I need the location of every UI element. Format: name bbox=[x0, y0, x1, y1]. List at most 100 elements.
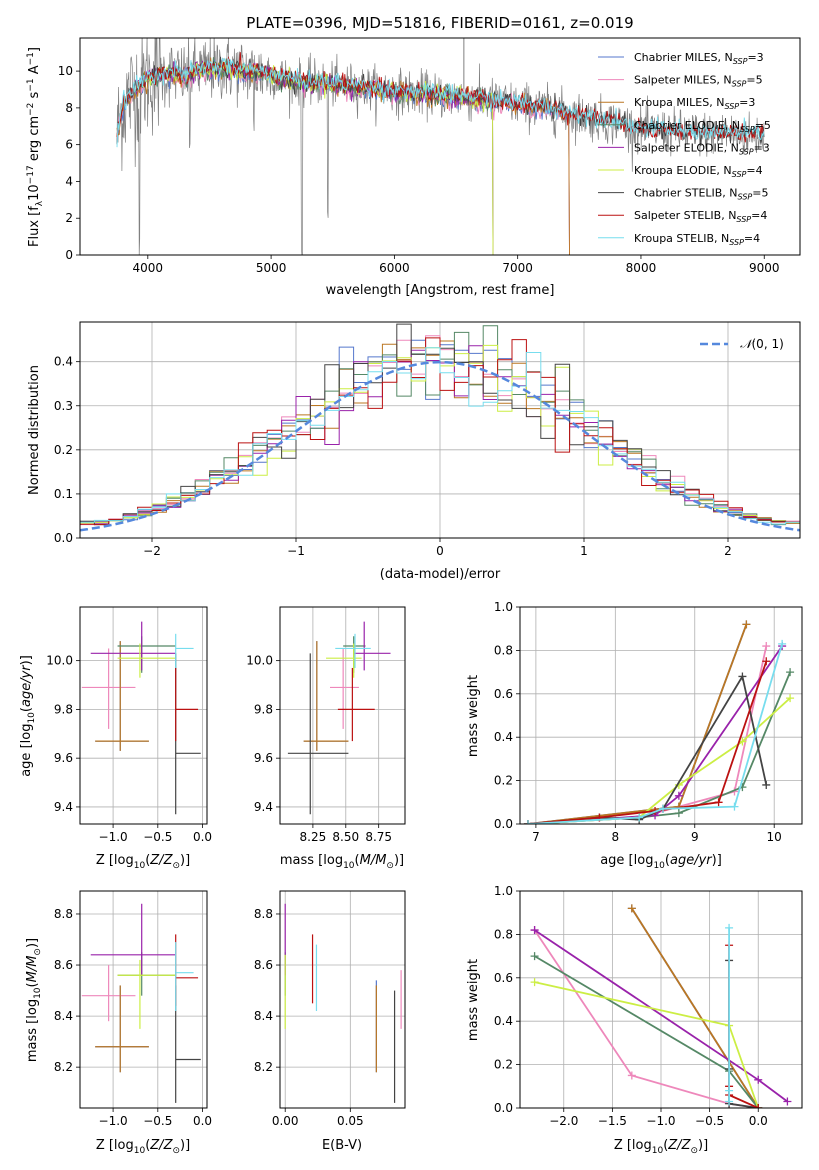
legend-label-sub: SSP bbox=[724, 102, 739, 111]
mass-weight-marker bbox=[762, 657, 771, 666]
mass-weight-marker bbox=[725, 1097, 734, 1106]
plot-area-mwZ bbox=[530, 904, 792, 1108]
x-tick-label: −0.5 bbox=[143, 1114, 172, 1128]
legend-entry-label: Kroupa MILES, NSSP=3 bbox=[634, 96, 755, 111]
x-tick-label: 8 bbox=[612, 830, 620, 844]
x-tick-label: −1.0 bbox=[99, 830, 128, 844]
x-axis-label-part: ⊙ bbox=[690, 1146, 698, 1156]
x-axis-label: Z [log10(Z/Z⊙)] bbox=[96, 853, 190, 871]
x-axis-label: (data-model)/error bbox=[380, 567, 501, 582]
legend-label-nssp: =3 bbox=[747, 51, 763, 64]
mass-weight-marker bbox=[635, 813, 644, 822]
mass-weight-line bbox=[527, 661, 768, 824]
x-axis-label-part: )] bbox=[712, 853, 722, 868]
y-tick-label: 0.0 bbox=[494, 817, 513, 831]
legend-label-sub: SSP bbox=[736, 215, 751, 224]
legend-label-nssp: =5 bbox=[752, 187, 768, 200]
y-tick-label: 0.2 bbox=[54, 443, 73, 457]
y-axis-label-part: ( bbox=[25, 982, 40, 987]
y-tick-label: 9.4 bbox=[54, 800, 73, 814]
plot-area-ageMass bbox=[287, 621, 391, 815]
x-tick-label: 0 bbox=[436, 544, 444, 558]
x-tick-label: −1.5 bbox=[598, 1114, 627, 1128]
legend-label-sub: SSP bbox=[738, 193, 753, 202]
axes-frame bbox=[79, 606, 208, 825]
mass-weight-line bbox=[534, 981, 760, 1108]
x-axis-label: wavelength [Angstrom, rest frame] bbox=[326, 283, 555, 298]
y-axis-label: age [log10(age/yr)] bbox=[19, 655, 37, 777]
legend-label-text: Chabrier MILES, N bbox=[634, 51, 733, 64]
plot-area-hist bbox=[80, 323, 800, 538]
y-axis-label-part: erg cm bbox=[27, 116, 42, 165]
axis-layer-ageMass: 8.25 8.50 8.75 9.4 9.6 9.8 10.0 mass [log10(M/M… bbox=[246, 606, 406, 871]
legend-label-sub: SSP bbox=[732, 80, 747, 89]
y-tick-label: 0.1 bbox=[54, 487, 73, 501]
x-axis-label-part: )] bbox=[394, 853, 404, 868]
y-axis-label-part: ] bbox=[27, 47, 42, 52]
plot-area-massEBV bbox=[284, 903, 402, 1103]
y-tick-label: 8.4 bbox=[54, 1009, 73, 1023]
x-tick-label: −0.5 bbox=[143, 830, 172, 844]
mass-weight-marker bbox=[530, 952, 539, 961]
y-tick-label: 6 bbox=[65, 138, 73, 152]
y-axis-label-part: −1 bbox=[26, 78, 36, 91]
legend-label-text: Kroupa ELODIE, N bbox=[634, 164, 732, 177]
x-tick-label: 7000 bbox=[502, 261, 533, 275]
x-tick-label: 4000 bbox=[133, 261, 164, 275]
axes-mwZ: −2.0 −1.5 −1.0 −0.5 0.0 0.0 0.2 0.4 0.6 0.8 1.0 Z [… bbox=[466, 884, 803, 1156]
y-tick-label: 1.0 bbox=[494, 884, 513, 898]
mass-weight-marker bbox=[674, 791, 683, 800]
y-tick-label: 9.6 bbox=[254, 751, 273, 765]
x-axis-label-part: ⊙ bbox=[172, 861, 180, 871]
legend-label-sub: SSP bbox=[739, 147, 754, 156]
x-axis-label-part: Z/Z bbox=[149, 1138, 173, 1153]
mass-weight-line bbox=[533, 929, 759, 1108]
x-axis-label-part: M/M bbox=[360, 853, 387, 868]
legend-entry-label: Chabrier STELIB, NSSP=5 bbox=[634, 187, 768, 202]
x-axis-label-part: Z [log bbox=[96, 853, 134, 868]
y-tick-label: 9.8 bbox=[254, 702, 273, 716]
mass-weight-marker bbox=[658, 804, 667, 813]
mass-weight-marker bbox=[754, 1075, 763, 1084]
x-tick-label: 0.0 bbox=[749, 1114, 768, 1128]
y-tick-label: 0.8 bbox=[494, 643, 513, 657]
y-axis-label-part: mass [log bbox=[25, 999, 40, 1062]
x-tick-label: 6000 bbox=[379, 261, 410, 275]
mass-weight-marker bbox=[730, 802, 739, 811]
mass-weight-marker bbox=[674, 809, 683, 818]
axis-layer-massZ: −1.0 −0.5 0.08.28.48.68.8Z [log10(Z/Z⊙)]ma… bbox=[25, 890, 212, 1156]
legend-label-text: Kroupa MILES, N bbox=[634, 96, 724, 109]
y-tick-label: 4 bbox=[65, 174, 73, 188]
mass-weight-marker bbox=[725, 923, 734, 932]
legend-entry-label: Chabrier MILES, NSSP=3 bbox=[634, 51, 764, 66]
axes-ageZ: −1.0 −0.5 0.09.49.69.810.0Z [log10(Z/Z⊙)]a… bbox=[19, 606, 212, 871]
axis-layer-massEBV: 0.00 0.05 8.2 8.4 8.6 8.8 E(B-V) bbox=[254, 890, 406, 1153]
legend-label-sub: SSP bbox=[732, 170, 747, 179]
legend-label-text: Salpeter STELIB, N bbox=[634, 209, 736, 222]
gaussian-reference-line bbox=[80, 360, 800, 532]
legend-entry-label: 𝒩(0, 1) bbox=[740, 337, 784, 351]
mass-weight-marker bbox=[762, 642, 771, 651]
x-axis-label-part: ( bbox=[145, 1138, 150, 1153]
x-axis-label-part: )] bbox=[180, 1138, 190, 1153]
x-tick-label: 7 bbox=[532, 830, 540, 844]
x-axis-label-part: ( bbox=[665, 853, 670, 868]
legend-label-text: Chabrier ELODIE, N bbox=[634, 119, 740, 132]
y-tick-label: 0.4 bbox=[494, 730, 513, 744]
x-axis-label-part: Z [log bbox=[96, 1138, 134, 1153]
x-axis-label-part: age/yr bbox=[670, 853, 713, 868]
y-axis-label-part: )] bbox=[19, 655, 34, 665]
axis-layer-spectrum: 4000 5000 6000 7000 8000 9000 0 2 4 6 8 10 wavelengt… bbox=[26, 37, 801, 298]
legend-label-nssp: =4 bbox=[751, 209, 767, 222]
plot-area-mwAge bbox=[523, 620, 795, 824]
y-tick-label: 0.0 bbox=[494, 1101, 513, 1115]
model-spectrum-line bbox=[116, 52, 765, 143]
legend-entry-label: Salpeter STELIB, NSSP=4 bbox=[634, 209, 767, 224]
legend-entry-label: Kroupa STELIB, NSSP=4 bbox=[634, 232, 760, 247]
y-tick-label: 9.6 bbox=[54, 751, 73, 765]
legend-label-symbol: 𝒩 bbox=[740, 337, 755, 351]
mass-weight-line bbox=[527, 643, 783, 824]
y-axis-label-part: A bbox=[27, 65, 42, 78]
